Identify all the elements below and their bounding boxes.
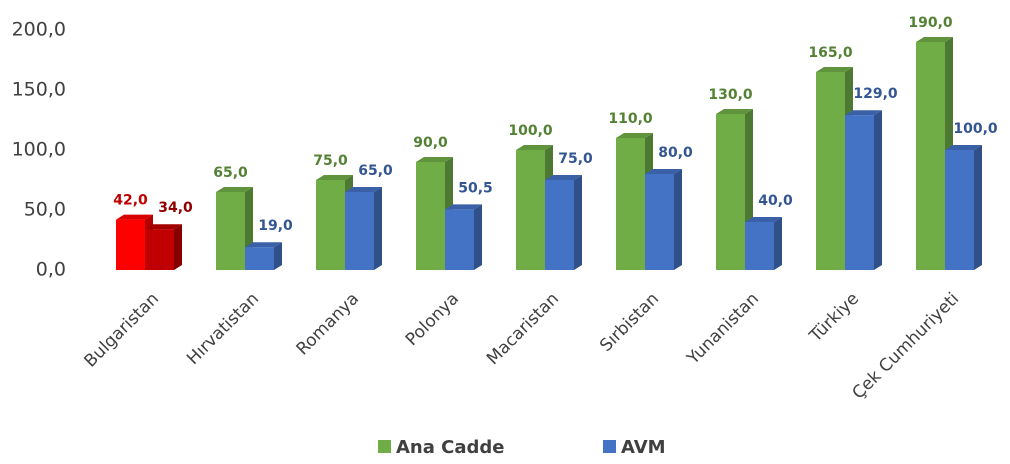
value-label: 75,0 [313, 153, 348, 169]
bar [945, 150, 974, 270]
bar-side [574, 175, 582, 270]
y-tick-label: 100,0 [12, 139, 66, 161]
bar [816, 72, 845, 270]
bar [216, 192, 245, 270]
bar-top [416, 157, 453, 162]
value-label: 50,5 [458, 180, 493, 196]
bar-top [745, 217, 782, 222]
x-tick-label: Sırbistan [596, 289, 663, 356]
bar [445, 209, 474, 270]
x-tick-label: Yunanistan [683, 289, 763, 369]
x-tick-label: Türkiye [805, 289, 863, 347]
value-label: 19,0 [258, 218, 293, 234]
bar-side [974, 145, 982, 270]
bar [545, 180, 574, 270]
bar-top [845, 110, 882, 116]
bar-side [774, 217, 782, 270]
bar-top [116, 214, 153, 220]
bar-top [816, 67, 853, 72]
bar [516, 150, 545, 270]
bar-top [216, 187, 253, 192]
bar-side [374, 187, 382, 270]
x-tick-label: Bulgaristan [80, 289, 163, 372]
value-label: 40,0 [758, 193, 793, 209]
bar-top [316, 175, 353, 180]
x-tick-label: Çek Cumhuriyeti [849, 289, 964, 404]
value-label: 190,0 [908, 15, 953, 31]
bar [845, 115, 874, 270]
bar-side [274, 242, 282, 270]
bar [245, 247, 274, 270]
value-label: 34,0 [158, 200, 193, 216]
bar-top [445, 204, 482, 210]
value-label: 130,0 [708, 87, 753, 103]
legend-swatch [378, 440, 391, 453]
legend-swatch [603, 440, 616, 453]
bar [316, 180, 345, 270]
bar-side [174, 224, 182, 270]
legend-label: Ana Cadde [396, 437, 505, 458]
bar-top [945, 145, 982, 150]
y-tick-label: 0,0 [36, 259, 66, 281]
bar-top [245, 242, 282, 248]
value-label: 100,0 [508, 123, 553, 139]
x-tick-label: Macaristan [483, 289, 563, 369]
bar-top [345, 187, 382, 192]
value-label: 110,0 [608, 111, 653, 127]
bar-top [516, 145, 553, 150]
bar-side [474, 204, 482, 270]
value-label: 100,0 [953, 121, 998, 137]
bar [916, 42, 945, 270]
y-tick-label: 200,0 [12, 19, 66, 41]
value-label: 80,0 [658, 145, 693, 161]
x-tick-label: Polonya [402, 289, 463, 350]
x-tick-label: Hırvatistan [183, 289, 263, 369]
bar [645, 174, 674, 270]
x-tick-label: Romanya [293, 289, 363, 359]
bar-side [874, 110, 882, 270]
value-label: 90,0 [413, 135, 448, 151]
bar-top [645, 169, 682, 174]
bar-top [145, 224, 182, 230]
bar [616, 138, 645, 270]
bar-top [545, 175, 582, 180]
bar [416, 162, 445, 270]
bar [716, 114, 745, 270]
bar-side [674, 169, 682, 270]
bar [145, 229, 174, 270]
bar-top [716, 109, 753, 114]
bar-top [916, 37, 953, 42]
value-label: 129,0 [853, 86, 898, 102]
bar [345, 192, 374, 270]
bar [745, 222, 774, 270]
bar [116, 219, 145, 270]
value-label: 42,0 [113, 193, 148, 209]
bar-top [616, 133, 653, 138]
legend-label: AVM [621, 437, 666, 458]
value-label: 75,0 [558, 151, 593, 167]
value-label: 65,0 [213, 165, 248, 181]
value-label: 165,0 [808, 45, 853, 61]
y-tick-label: 150,0 [12, 79, 66, 101]
y-tick-label: 50,0 [24, 199, 66, 221]
value-label: 65,0 [358, 163, 393, 179]
